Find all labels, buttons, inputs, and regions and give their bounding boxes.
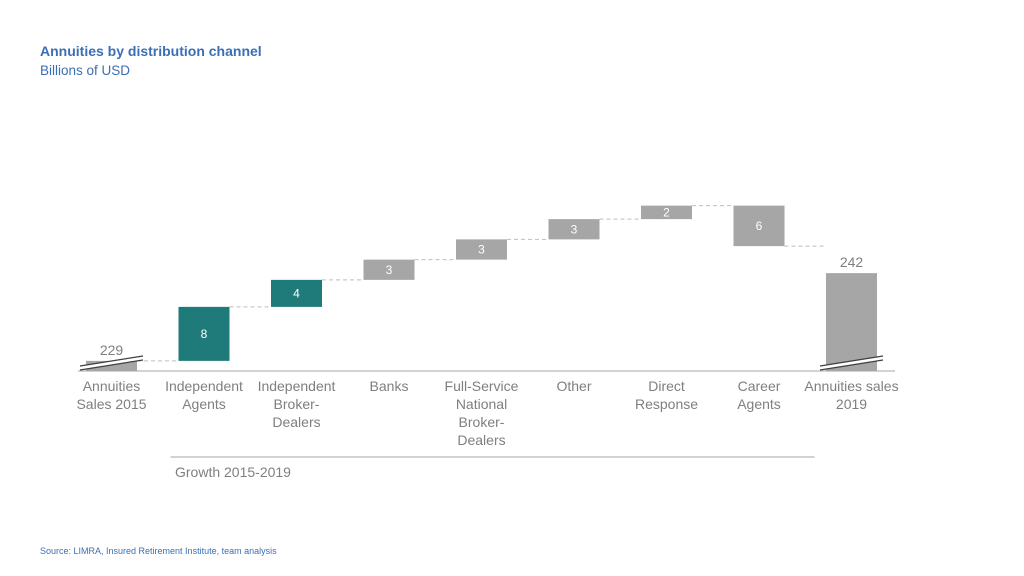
category-label-3: Banks <box>370 378 409 394</box>
bar-5 <box>548 219 600 240</box>
bar-6 <box>641 205 692 220</box>
value-label-3: 3 <box>386 263 393 277</box>
category-label-5: Other <box>556 378 591 394</box>
bar-3 <box>363 259 415 280</box>
axis-break-marks <box>79 355 884 371</box>
bar-0 <box>86 360 137 371</box>
bar-7 <box>733 205 785 247</box>
value-label-7: 6 <box>756 219 763 233</box>
value-label-1: 8 <box>201 327 208 341</box>
break-gap-0 <box>80 356 143 370</box>
value-label-8: 242 <box>840 254 864 270</box>
break-line-8-1 <box>819 359 884 371</box>
category-label-6: Direct Response <box>635 378 698 412</box>
bar-1 <box>178 306 230 361</box>
group-label: Growth 2015-2019 <box>175 464 291 480</box>
source-note: Source: LIMRA, Insured Retirement Instit… <box>40 546 277 556</box>
value-label-4: 3 <box>478 243 485 257</box>
category-label-0: Annuities Sales 2015 <box>76 378 146 412</box>
category-label-7: Career Agents <box>737 378 781 412</box>
break-gap-8 <box>820 356 883 370</box>
break-line-8-0 <box>819 355 884 367</box>
chart-subtitle: Billions of USD <box>40 63 131 78</box>
chart-title: Annuities by distribution channel <box>40 43 262 59</box>
category-labels: Annuities Sales 2015 Independent Agents Inde… <box>76 378 898 448</box>
value-label-5: 3 <box>571 222 578 236</box>
value-label-0: 229 <box>100 342 124 358</box>
break-line-0-1 <box>79 359 144 371</box>
chart-bars <box>86 205 877 371</box>
category-label-2: Independent Broker-Dealers <box>258 378 336 430</box>
value-label-2: 4 <box>293 286 300 300</box>
bar-8 <box>826 273 877 371</box>
value-labels: 229 8 4 3 3 3 2 6 242 <box>100 205 864 358</box>
bar-4 <box>456 239 507 260</box>
category-label-4: Full-Service National Broker-Dealers <box>445 378 519 448</box>
break-line-0-0 <box>79 355 144 367</box>
category-label-1: Independent Agents <box>165 378 243 412</box>
bar-2 <box>271 279 322 307</box>
category-label-8: Annuities sales 2019 <box>804 378 898 412</box>
value-label-6: 2 <box>663 205 670 219</box>
connector-lines <box>137 205 826 362</box>
